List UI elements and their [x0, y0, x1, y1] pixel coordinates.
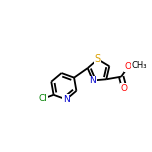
Text: N: N	[63, 95, 70, 104]
Text: O: O	[124, 62, 131, 71]
Text: O: O	[121, 84, 128, 93]
Text: S: S	[95, 54, 101, 64]
Text: Cl: Cl	[39, 94, 48, 103]
Text: CH₃: CH₃	[131, 60, 147, 69]
Text: N: N	[90, 76, 96, 85]
